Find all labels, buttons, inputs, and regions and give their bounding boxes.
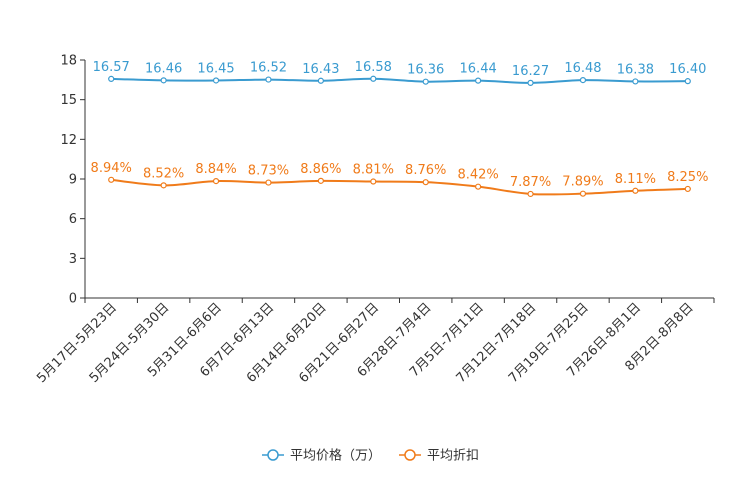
- y-tick-label: 6: [69, 212, 77, 227]
- legend-label: 平均价格（万）: [290, 448, 381, 464]
- data-label: 16.36: [407, 63, 444, 78]
- data-point[interactable]: [160, 182, 167, 189]
- data-point[interactable]: [108, 176, 115, 183]
- data-label: 7.89%: [562, 175, 603, 190]
- data-point[interactable]: [317, 77, 324, 84]
- x-axis-ticks: 5月17日-5月23日5月24日-5月30日5月31日-6月6日6月7日-6月1…: [34, 298, 715, 386]
- data-point[interactable]: [527, 79, 534, 86]
- data-point[interactable]: [317, 177, 324, 184]
- legend-item-0[interactable]: 平均价格（万）: [262, 448, 381, 464]
- data-point[interactable]: [108, 75, 115, 83]
- data-label: 16.27: [512, 64, 549, 79]
- data-point[interactable]: [475, 77, 482, 84]
- data-point[interactable]: [422, 179, 429, 186]
- y-tick-label: 12: [60, 133, 77, 148]
- data-point[interactable]: [632, 187, 639, 194]
- legend-circle-icon: [404, 449, 416, 461]
- y-tick-label: 0: [69, 292, 77, 307]
- data-label: 16.48: [564, 61, 601, 76]
- data-label: 8.11%: [615, 172, 656, 187]
- legend-label: 平均折扣: [427, 449, 479, 464]
- data-label: 16.52: [250, 61, 287, 76]
- series-group: 16.57 16.46 16.45 16.52 16.43 16.58 16.36 16.44…: [91, 60, 708, 198]
- data-label: 7.87%: [510, 175, 551, 190]
- data-point[interactable]: [160, 77, 167, 84]
- data-label: 16.38: [617, 62, 654, 77]
- data-label: 8.42%: [457, 168, 498, 183]
- data-label: 16.57: [93, 60, 130, 75]
- data-label: 16.58: [355, 60, 392, 75]
- data-label: 16.45: [197, 61, 234, 76]
- data-point[interactable]: [527, 190, 534, 198]
- data-point[interactable]: [265, 179, 272, 186]
- data-point[interactable]: [632, 78, 639, 85]
- data-label: 8.52%: [143, 166, 184, 181]
- y-tick-label: 15: [60, 93, 77, 108]
- series-line-0: [111, 77, 688, 84]
- y-axis-ticks: 0 3 6 9 12 15 18: [60, 54, 85, 307]
- legend[interactable]: 平均价格（万） 平均折扣: [262, 448, 479, 464]
- data-point[interactable]: [684, 78, 691, 85]
- data-point[interactable]: [475, 183, 482, 190]
- data-label: 16.46: [145, 61, 182, 76]
- data-label: 8.25%: [667, 170, 708, 185]
- series-line-1: [111, 178, 688, 196]
- data-point[interactable]: [212, 77, 220, 84]
- data-label: 8.81%: [353, 163, 394, 178]
- data-point[interactable]: [684, 185, 691, 193]
- data-label: 8.86%: [300, 162, 341, 177]
- legend-circle-icon: [267, 449, 279, 461]
- data-label: 16.44: [460, 62, 497, 77]
- data-label: 16.43: [302, 62, 339, 77]
- data-point[interactable]: [370, 178, 377, 185]
- legend-item-1[interactable]: 平均折扣: [399, 449, 479, 464]
- data-point[interactable]: [422, 78, 429, 85]
- data-label: 8.73%: [248, 164, 289, 179]
- y-tick-label: 9: [69, 173, 77, 188]
- data-point[interactable]: [265, 76, 272, 83]
- y-tick-label: 3: [69, 252, 77, 267]
- data-label: 8.94%: [91, 161, 132, 176]
- data-point[interactable]: [579, 190, 587, 197]
- data-point[interactable]: [579, 76, 587, 84]
- data-point[interactable]: [212, 178, 220, 185]
- data-label: 8.84%: [195, 162, 236, 177]
- data-point[interactable]: [370, 75, 377, 82]
- data-label: 8.76%: [405, 163, 446, 178]
- y-tick-label: 18: [60, 54, 77, 69]
- data-label: 16.40: [669, 62, 706, 77]
